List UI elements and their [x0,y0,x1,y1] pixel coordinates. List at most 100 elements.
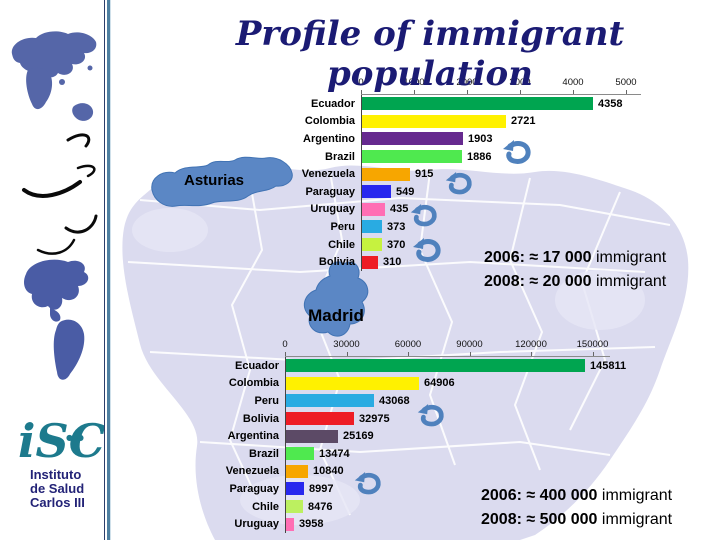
trend-arrow-icon [410,203,437,227]
value-label: 915 [415,168,434,181]
isciii-logo: iSC ●● Instituto de Salud Carlos III [14,416,105,510]
category-label: Paraguay [305,185,355,198]
bar-track: 43068 [285,392,655,410]
bar-row: Ecuador 145811 [205,357,655,375]
isciii-logo-dots: ●● [66,432,88,442]
bar-track: 25169 [285,427,655,445]
axis-tick-label: 90000 [456,339,483,350]
bar-track: 8476 [285,497,655,516]
trend-arrow-icon [417,403,444,427]
bar-row: Colombia 64906 [205,374,655,393]
category-label: Ecuador [310,97,355,110]
category-label: Chile [252,500,279,513]
category-label: Bolivia [318,256,355,269]
axis-tick-mark [285,352,286,356]
value-label: 43068 [379,394,410,407]
axis-tick-mark [346,352,348,356]
value-label: 64906 [424,377,455,390]
sidebar-divider [104,0,111,540]
bar-track: 370 [361,235,673,254]
world-map-eurasia-africa-image [11,31,97,121]
isciii-logo-text: Instituto de Salud Carlos III [30,468,104,510]
category-label: Argentina [227,430,279,443]
category-label: Peru [330,220,355,233]
annotation-bold: 2008: ≈ 500 000 [481,511,598,528]
sidebar: iSC ●● Instituto de Salud Carlos III [0,0,105,540]
category-label: Venezuela [225,465,279,478]
plot-area: Ecuador 145811 Colombia 64906 Peru 43068 Boliv… [205,357,655,533]
bar-track: 4358 [361,95,673,113]
plot-area: Ecuador 4358 Colombia 2721 Argentino 1903 Braz… [283,95,673,271]
bar-track: 3958 [285,515,655,533]
bar [286,412,354,426]
bar [286,359,585,373]
annotation-bold: 2008: ≈ 20 000 [484,273,592,290]
category-label: Venezuela [301,168,355,181]
bar-track: 145811 [285,357,655,375]
trend-arrow-icon [413,238,441,262]
bar-row: Paraguay 8997 [205,480,655,498]
category-label: Uruguay [234,518,279,531]
bar [362,220,382,234]
annotation-bold: 2006: ≈ 17 000 [484,249,592,266]
annotation-bold: 2006: ≈ 400 000 [481,487,598,504]
page-title: Profile of immigrant population [235,14,625,94]
category-label: Paraguay [229,482,279,495]
axis-tick-label: 0 [358,77,364,88]
bar-row: Chile 370 [283,235,673,254]
axis-tick-label: 120000 [515,339,547,350]
madrid-annotation: 2006: ≈ 400 000 immigrant 2008: ≈ 500 00… [481,484,672,532]
axis-tick-label: 4000 [562,77,584,88]
axis-tick-label: 5000 [615,77,637,88]
value-label: 4358 [598,97,623,110]
bar-track: 435 [361,200,673,219]
bar-track: 310 [361,253,673,271]
bar-track: 373 [361,218,673,236]
value-label: 373 [387,220,406,233]
bar-row: Uruguay 435 [283,200,673,219]
trend-arrow-icon [503,140,531,164]
americas-map-image [24,259,89,380]
axis-tick-mark [626,90,627,94]
value-label: 8476 [308,500,333,513]
bar-row: Venezuela 10840 [205,462,655,481]
bar-row: Paraguay 549 [283,182,673,201]
bar [286,447,314,461]
bar-row: Peru 373 [283,218,673,236]
bar-track: 8997 [285,480,655,498]
axis-tick-mark [520,90,521,94]
category-label: Chile [328,238,355,251]
value-label: 32975 [359,412,390,425]
bar-track: 1886 [361,147,673,166]
bar-row: Peru 43068 [205,392,655,410]
category-label: Argentino [303,132,355,145]
annotation-rest: immigrant [591,273,667,290]
bar-row: Uruguay 3958 [205,515,655,533]
axis-tick-label: 3000 [509,77,531,88]
axis-tick-mark [592,352,594,356]
bar-row: Venezuela 915 [283,165,673,183]
bar-track: 1903 [361,130,673,148]
bar-track: 549 [361,182,673,201]
bar [286,429,338,443]
axis-tick-mark [467,90,468,94]
axis-tick-mark [361,90,362,94]
annotation-line: 2006: ≈ 400 000 immigrant [481,484,672,508]
axis-tick-label: 2000 [456,77,478,88]
bar [362,185,391,199]
bar [362,97,593,111]
value-label: 310 [383,256,402,269]
value-label: 1886 [467,150,492,163]
asturias-annotation: 2006: ≈ 17 000 immigrant 2008: ≈ 20 000 … [484,246,666,294]
logo-line-3: Carlos III [30,495,85,510]
madrid-bar-chart: 0 30000 60000 90000 120000 150000 Ecuador 1458… [205,338,655,533]
category-label: Colombia [304,115,355,128]
bar [362,114,506,128]
category-label: Bolivia [242,412,279,425]
bar [286,517,294,531]
value-label: 25169 [343,430,374,443]
bar [286,394,374,408]
annotation-line: 2008: ≈ 500 000 immigrant [481,508,672,532]
value-label: 370 [387,238,406,251]
